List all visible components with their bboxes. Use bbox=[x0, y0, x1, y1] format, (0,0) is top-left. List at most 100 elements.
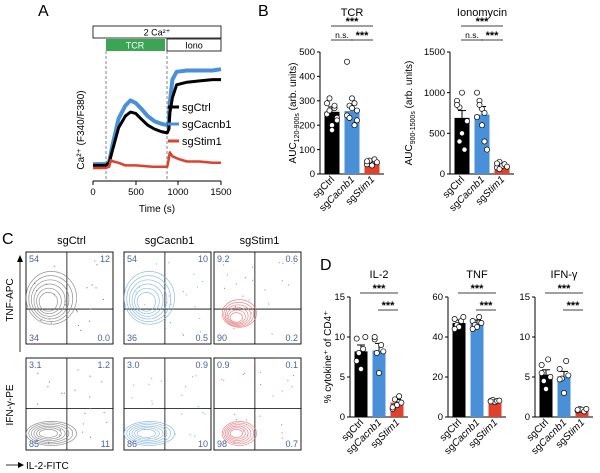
contour-line bbox=[221, 299, 257, 328]
data-point bbox=[556, 376, 563, 383]
event-dot bbox=[233, 442, 235, 444]
chart-title: Ionomycin bbox=[457, 7, 507, 19]
data-point bbox=[326, 107, 333, 114]
panel-label-a: A bbox=[38, 3, 49, 20]
flow-column-title: sgStim1 bbox=[240, 235, 280, 247]
y-tick-label: 200 bbox=[299, 120, 315, 131]
event-dot bbox=[46, 283, 48, 285]
event-dot bbox=[34, 282, 36, 284]
x-arrow-head-icon bbox=[18, 462, 24, 468]
event-dot bbox=[245, 419, 248, 421]
event-dot bbox=[148, 437, 150, 440]
quadrant-value-ur: 0.1 bbox=[285, 360, 298, 370]
x-tick-label: 0 bbox=[90, 187, 95, 198]
flow-plot-frame bbox=[213, 357, 302, 451]
event-dot bbox=[281, 390, 283, 392]
event-dot bbox=[151, 400, 153, 402]
tcr-bar-label: TCR bbox=[126, 41, 145, 51]
quadrant-value-lr: 10 bbox=[198, 439, 208, 449]
event-dot bbox=[272, 395, 274, 397]
event-dot bbox=[161, 274, 163, 276]
significance-label: *** bbox=[382, 300, 396, 312]
contour-line bbox=[229, 312, 243, 323]
data-point bbox=[484, 146, 490, 153]
trace-sgStim1 bbox=[93, 151, 221, 170]
data-point bbox=[326, 95, 333, 102]
event-dot bbox=[204, 413, 206, 415]
contour-line bbox=[25, 271, 77, 325]
event-dot bbox=[163, 443, 165, 445]
event-dot bbox=[189, 434, 191, 436]
event-dot bbox=[50, 322, 52, 324]
event-dot bbox=[197, 406, 200, 408]
event-dot bbox=[292, 374, 294, 377]
data-point bbox=[346, 114, 353, 121]
event-dot bbox=[199, 317, 201, 320]
contour-line bbox=[228, 427, 246, 440]
quadrant-value-ur: 10 bbox=[198, 254, 208, 264]
contour-line bbox=[38, 428, 58, 438]
legend-label-ctrl: sgCtrl bbox=[182, 102, 211, 114]
data-point bbox=[565, 372, 572, 379]
event-dot bbox=[221, 378, 223, 380]
panel-c-flow-plots: TNF-APC IFN-γ-PE IL-2-FITC sgCtrl 54 12 34 0… bbox=[5, 235, 302, 472]
data-point bbox=[464, 118, 470, 125]
event-dot bbox=[174, 433, 177, 435]
quadrant-value-ll: 98 bbox=[217, 439, 227, 449]
quadrant-value-ur: 0.9 bbox=[195, 360, 208, 370]
significance-label: n.s. bbox=[465, 30, 479, 40]
event-dot bbox=[40, 319, 42, 322]
event-dot bbox=[89, 308, 92, 310]
quadrant-value-lr: 0.2 bbox=[285, 333, 298, 343]
data-point bbox=[461, 146, 468, 153]
event-dot bbox=[76, 311, 78, 313]
data-point bbox=[504, 163, 510, 170]
data-point bbox=[353, 335, 360, 342]
contour-line bbox=[128, 424, 168, 443]
y-tick-label: 40 bbox=[432, 332, 443, 343]
data-point bbox=[494, 160, 500, 167]
event-dot bbox=[47, 386, 49, 388]
data-point bbox=[456, 138, 463, 145]
legend-label-cacnb1: sgCacnb1 bbox=[182, 119, 232, 131]
contour-line bbox=[136, 428, 156, 438]
y-tick-label: 15 bbox=[334, 292, 345, 303]
data-point bbox=[574, 406, 581, 413]
data-point bbox=[478, 320, 485, 326]
event-dot bbox=[192, 376, 194, 378]
event-dot bbox=[222, 264, 225, 266]
panel-label-c: C bbox=[2, 231, 14, 248]
significance-label: *** bbox=[476, 16, 490, 28]
event-dot bbox=[195, 375, 197, 377]
y-axis-label: AUC900-1500s (arb. units) bbox=[404, 61, 417, 166]
data-point bbox=[364, 158, 370, 165]
event-dot bbox=[234, 413, 236, 416]
event-dot bbox=[226, 274, 228, 276]
event-dot bbox=[287, 284, 290, 286]
quadrant-value-ul: 54 bbox=[127, 254, 137, 264]
contour-line bbox=[36, 427, 62, 440]
event-dot bbox=[95, 287, 97, 289]
data-point bbox=[474, 114, 480, 121]
bar-sgStim1 bbox=[488, 401, 502, 417]
data-point bbox=[329, 127, 335, 134]
event-dot bbox=[48, 318, 50, 320]
flow-column-title: sgCtrl bbox=[57, 235, 86, 247]
event-dot bbox=[36, 403, 39, 405]
data-point bbox=[538, 362, 545, 368]
y-arrow-head-icon bbox=[17, 255, 23, 262]
data-point bbox=[543, 386, 549, 392]
event-dot bbox=[64, 304, 66, 306]
data-point bbox=[561, 390, 567, 396]
x-tick-label: 1500 bbox=[210, 187, 231, 198]
bar-sgCacnb1 bbox=[474, 114, 490, 174]
event-dot bbox=[243, 372, 246, 374]
data-point bbox=[556, 366, 563, 372]
event-dot bbox=[77, 324, 80, 327]
x-axis-label: Time (s) bbox=[139, 204, 175, 215]
event-dot bbox=[264, 289, 266, 291]
trace-sgCtrl bbox=[93, 78, 221, 167]
panel-label-d: D bbox=[320, 257, 332, 274]
